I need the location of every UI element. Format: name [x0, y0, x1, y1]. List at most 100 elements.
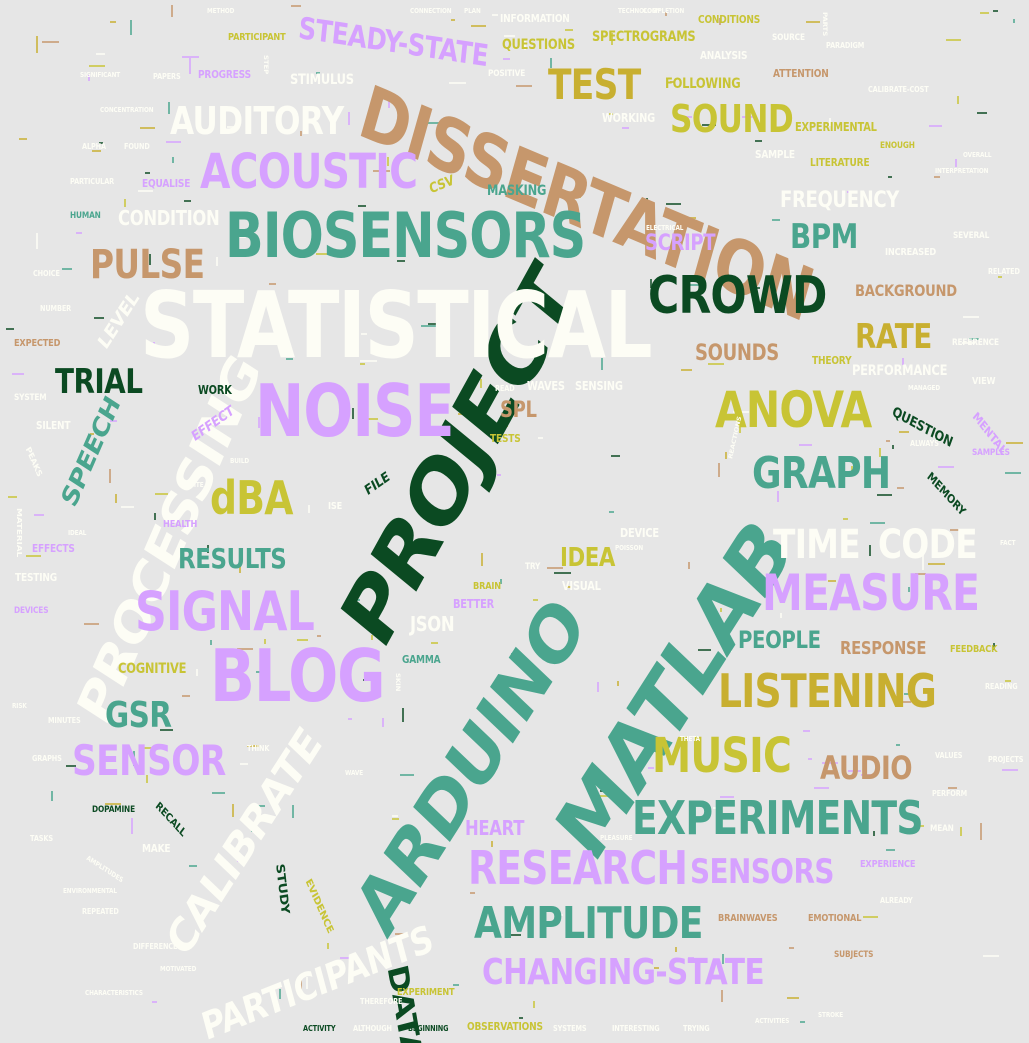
- speckle: [554, 572, 571, 574]
- speckle: [171, 5, 173, 17]
- speckle: [955, 159, 957, 167]
- speckle: [453, 984, 459, 986]
- speckle: [593, 795, 610, 797]
- speckle: [508, 934, 521, 936]
- word-sound: SOUND: [670, 97, 794, 141]
- speckle: [242, 693, 248, 695]
- word-method: METHOD: [207, 7, 235, 15]
- word-sensor: SENSOR: [72, 736, 226, 785]
- speckle: [36, 36, 38, 53]
- word-statistical: STATISTICAL: [140, 272, 653, 379]
- speckle: [96, 53, 105, 55]
- speckle: [843, 518, 848, 520]
- word-health: HEALTH: [163, 519, 198, 530]
- speckle: [26, 555, 41, 557]
- speckle: [89, 65, 105, 67]
- speckle: [524, 41, 526, 50]
- speckle: [382, 718, 384, 727]
- speckle: [928, 563, 945, 565]
- word-experience: EXPERIENCE: [860, 859, 916, 870]
- speckle: [993, 10, 998, 12]
- speckle: [300, 131, 302, 136]
- speckle: [216, 257, 218, 266]
- speckle: [140, 747, 152, 749]
- speckle: [166, 141, 181, 143]
- word-significant: SIGNIFICANT: [80, 71, 121, 79]
- speckle: [404, 855, 406, 861]
- speckle: [721, 990, 723, 1002]
- word-evidence: EVIDENCE: [303, 876, 336, 936]
- speckle: [713, 807, 719, 809]
- word-audio: AUDIO: [820, 749, 913, 787]
- speckle: [601, 358, 603, 370]
- speckle: [258, 805, 265, 807]
- speckle: [251, 830, 256, 832]
- speckle: [897, 701, 911, 703]
- speckle: [299, 164, 301, 169]
- speckle: [579, 194, 581, 198]
- word-white: WHITE: [183, 481, 204, 489]
- speckle: [993, 643, 995, 650]
- speckle: [184, 200, 191, 202]
- speckle: [182, 56, 199, 58]
- speckle: [149, 254, 151, 265]
- speckle: [140, 127, 155, 129]
- speckle: [742, 116, 756, 118]
- speckle: [960, 827, 962, 836]
- word-always: ALWAYS: [910, 439, 939, 448]
- speckle: [720, 608, 722, 612]
- word-working: WORKING: [602, 111, 656, 125]
- speckle: [352, 408, 354, 419]
- speckle: [109, 469, 111, 483]
- speckle: [998, 276, 1002, 278]
- speckle: [550, 58, 552, 68]
- word-experimental: EXPERIMENTAL: [795, 120, 877, 134]
- word-paradigm: PARADIGM: [826, 41, 865, 50]
- speckle: [264, 639, 266, 644]
- word-perform: PERFORM: [932, 789, 968, 798]
- speckle: [115, 494, 117, 503]
- speckle: [848, 770, 861, 772]
- speckle: [292, 805, 294, 818]
- word-music: MUSIC: [652, 728, 792, 784]
- word-ideal: IDEAL: [68, 529, 87, 537]
- speckle: [681, 369, 692, 371]
- speckle: [451, 19, 455, 21]
- word-tasks: TASKS: [30, 834, 53, 843]
- speckle: [480, 379, 482, 388]
- word-bpm: BPM: [790, 217, 858, 257]
- word-response: RESPONSE: [840, 638, 927, 659]
- word-dba: dBA: [210, 471, 293, 525]
- speckle: [348, 718, 352, 720]
- word-level: LEVEL: [93, 286, 143, 354]
- speckle: [316, 253, 327, 255]
- speckle: [963, 316, 979, 318]
- word-conditions: CONDITIONS: [698, 13, 761, 26]
- word-sensing: SENSING: [575, 379, 623, 393]
- speckle: [340, 957, 349, 959]
- word-feedback: FEEDBACK: [950, 644, 998, 655]
- speckle: [654, 967, 659, 969]
- speckle: [387, 157, 389, 166]
- word-idea: IDEA: [560, 543, 615, 573]
- speckle: [679, 217, 696, 219]
- word-equalise: EQUALISE: [142, 177, 191, 190]
- speckle: [12, 373, 24, 375]
- speckle: [857, 291, 859, 295]
- speckle: [718, 463, 720, 477]
- speckle: [771, 674, 773, 679]
- word-information: INFORMATION: [500, 12, 570, 25]
- speckle: [470, 892, 475, 894]
- speckle: [491, 841, 493, 847]
- speckle: [683, 292, 689, 294]
- speckle: [278, 610, 280, 614]
- speckle: [902, 358, 904, 365]
- speckle: [207, 545, 209, 553]
- speckle: [934, 176, 940, 178]
- speckle: [755, 545, 766, 547]
- word-although: ALTHOUGH: [353, 1024, 392, 1033]
- speckle: [212, 792, 225, 794]
- speckle: [511, 653, 517, 655]
- word-silent: SILENT: [36, 419, 71, 432]
- word-performance: PERFORMANCE: [852, 363, 948, 379]
